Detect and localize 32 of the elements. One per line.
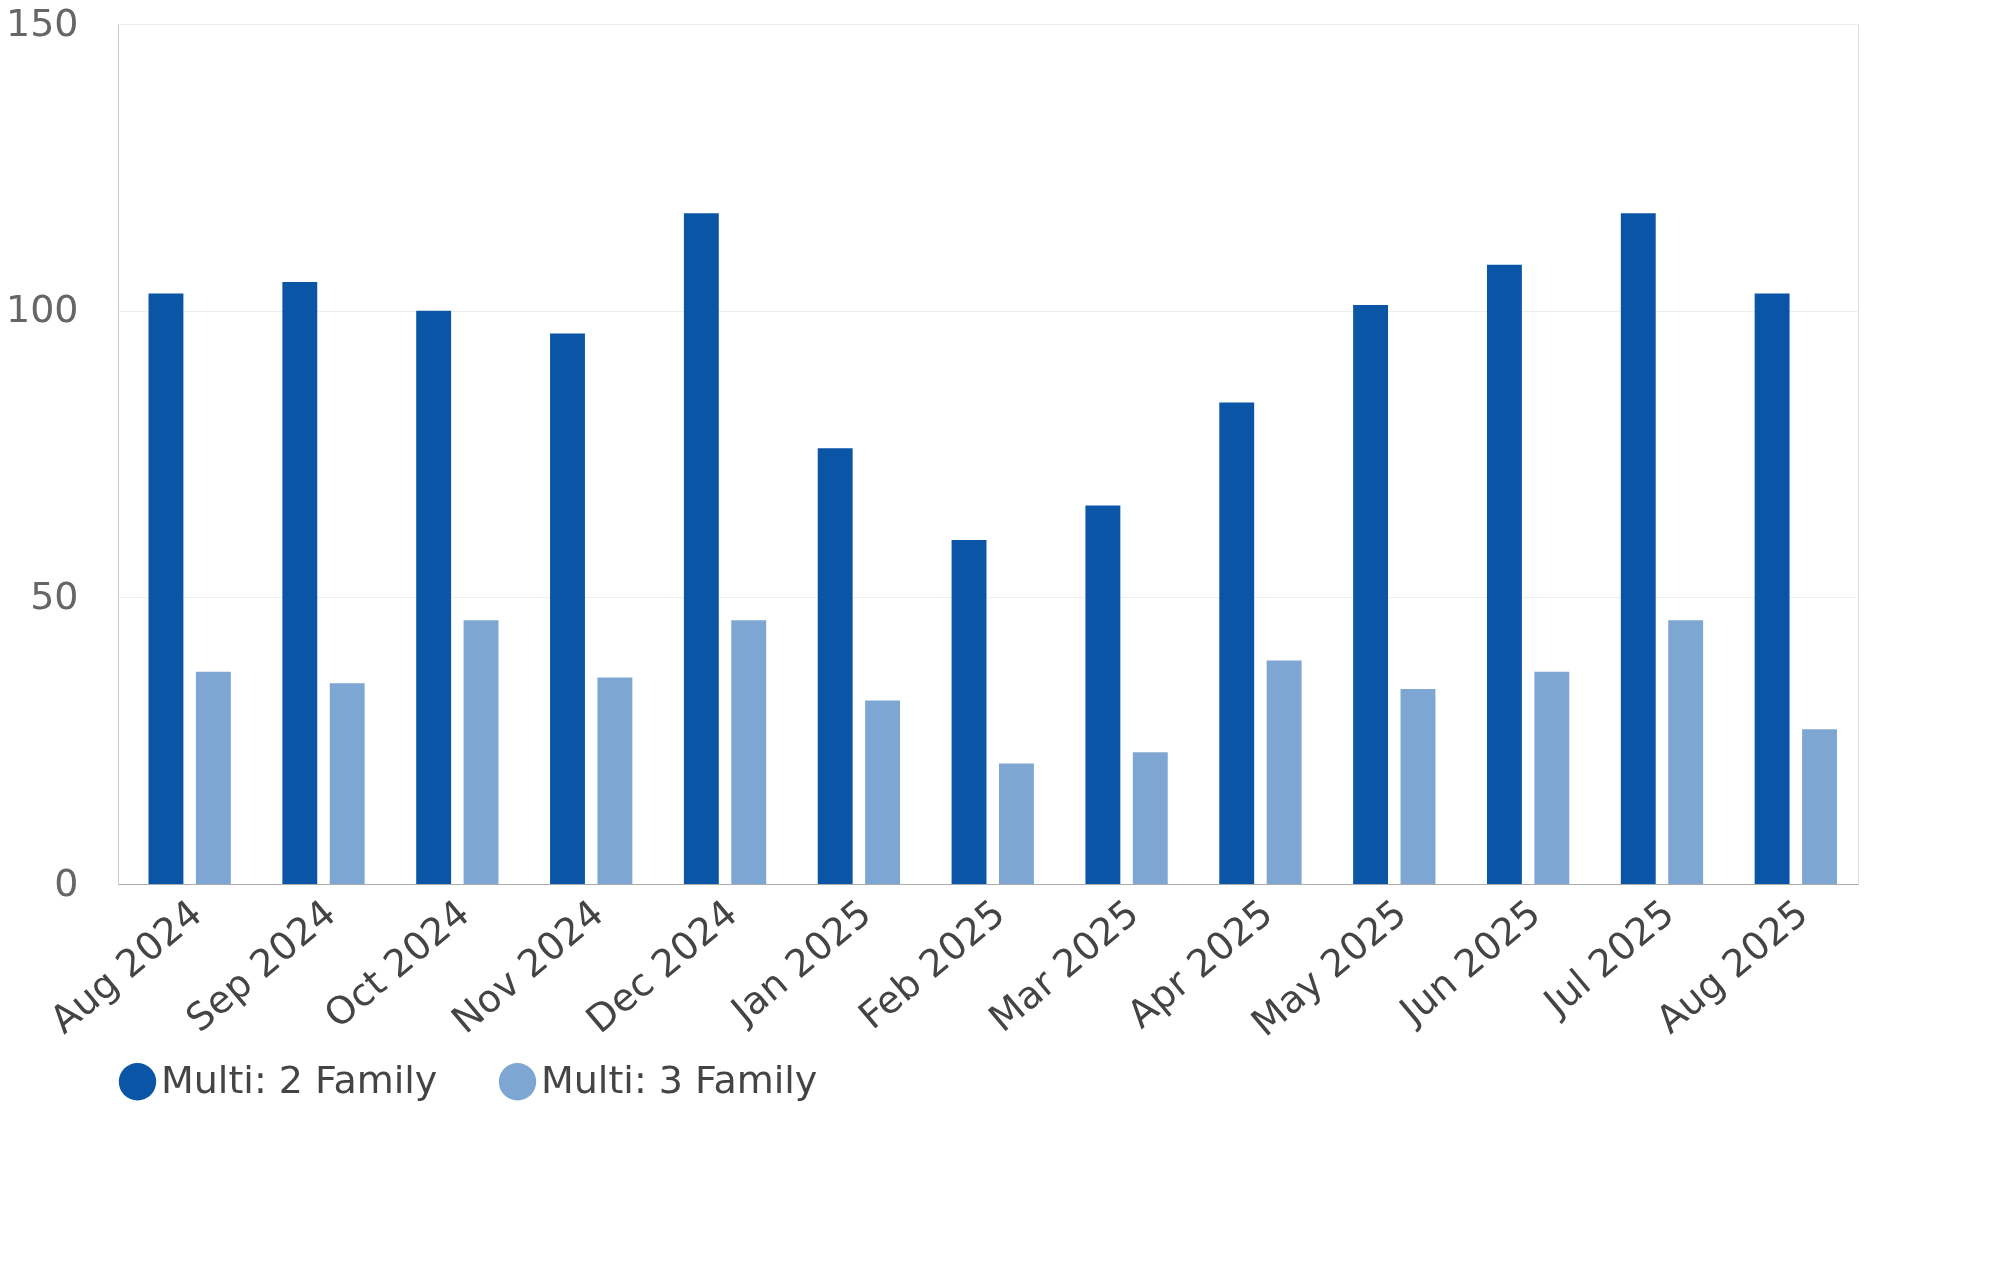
y-tick-label: 150 [5,0,79,45]
bar [999,763,1034,884]
bar [550,333,585,884]
y-tick-label: 50 [30,573,79,618]
bar [463,620,499,884]
bar [195,671,231,884]
bar [683,213,719,884]
bar [731,620,767,884]
y-tick-label: 0 [54,860,79,905]
bar [1400,689,1436,884]
bar [865,700,901,884]
bar [416,310,452,884]
legend-label: Multi: 3 Family [541,1057,818,1102]
bar [1266,660,1302,884]
bar [1486,264,1522,884]
bar [951,540,987,884]
bar [1132,752,1168,884]
bar [329,683,365,884]
bar [1534,671,1570,884]
bar [1620,213,1656,884]
bar [1668,620,1704,884]
bar [282,282,318,884]
bar [1353,304,1389,884]
bar [148,293,184,884]
bar [1754,293,1790,884]
y-tick-label: 100 [5,287,79,332]
bar [1219,402,1255,884]
legend-label: Multi: 2 Family [161,1057,438,1102]
bar [1085,505,1121,884]
bar [1802,729,1837,884]
bar [597,677,633,884]
bar [817,448,853,884]
